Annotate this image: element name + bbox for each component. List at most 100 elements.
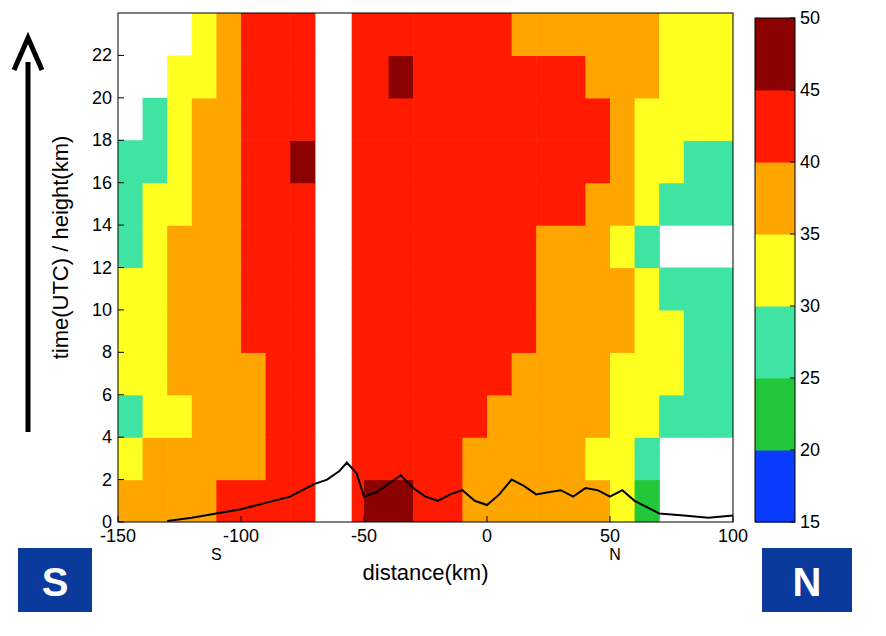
x-tick bbox=[241, 516, 242, 522]
plot-area bbox=[118, 13, 733, 522]
y-tick-label: 12 bbox=[92, 258, 112, 278]
colorbar-label: 35 bbox=[800, 224, 820, 244]
cell bbox=[684, 140, 709, 183]
y-tick-label: 14 bbox=[92, 215, 112, 235]
cell bbox=[487, 98, 512, 141]
cell bbox=[413, 98, 438, 141]
cell bbox=[118, 140, 143, 183]
y-tick-label: 0 bbox=[102, 512, 112, 532]
y-tick-label: 4 bbox=[102, 427, 112, 447]
cell bbox=[413, 183, 438, 226]
y-tick bbox=[118, 267, 124, 268]
cell bbox=[192, 352, 217, 395]
cell bbox=[536, 225, 561, 268]
cell bbox=[192, 225, 217, 268]
cell bbox=[438, 480, 463, 522]
y-tick-label: 16 bbox=[92, 173, 112, 193]
cell bbox=[118, 268, 143, 311]
x-tick-label: -50 bbox=[351, 526, 377, 546]
cell bbox=[438, 352, 463, 395]
cell bbox=[352, 310, 365, 353]
cell bbox=[216, 98, 241, 141]
cell bbox=[536, 480, 561, 522]
cell bbox=[216, 183, 241, 226]
cell bbox=[192, 310, 217, 353]
colorbar-label: 50 bbox=[800, 8, 820, 28]
cell bbox=[389, 183, 414, 226]
x-tick bbox=[733, 516, 734, 522]
cell bbox=[659, 310, 684, 353]
cell bbox=[684, 395, 709, 438]
cell bbox=[536, 98, 561, 141]
cell bbox=[635, 140, 660, 183]
cell bbox=[389, 98, 414, 141]
arrow-head bbox=[14, 38, 42, 70]
cell bbox=[118, 310, 143, 353]
cell bbox=[659, 140, 684, 183]
cell bbox=[610, 437, 635, 480]
colorbar-label: 40 bbox=[800, 152, 820, 172]
cell bbox=[684, 352, 709, 395]
y-tick-label: 10 bbox=[92, 300, 112, 320]
arrow-shaft bbox=[26, 62, 31, 432]
y-tick-label: 8 bbox=[102, 342, 112, 362]
cell bbox=[610, 480, 635, 522]
cell bbox=[364, 183, 389, 226]
cell bbox=[413, 13, 438, 56]
cell bbox=[462, 352, 487, 395]
cell bbox=[192, 183, 217, 226]
cell bbox=[389, 55, 414, 98]
colorbar-label: 15 bbox=[800, 512, 820, 532]
cell bbox=[487, 55, 512, 98]
cell bbox=[585, 55, 610, 98]
cell bbox=[512, 225, 537, 268]
cell bbox=[487, 310, 512, 353]
corner-label: N bbox=[793, 560, 822, 604]
colorbar-tick bbox=[790, 378, 795, 379]
cell bbox=[487, 183, 512, 226]
cell bbox=[708, 310, 733, 353]
cell bbox=[364, 310, 389, 353]
cell bbox=[167, 437, 192, 480]
cell bbox=[610, 225, 635, 268]
cell bbox=[438, 13, 463, 56]
cell bbox=[708, 183, 733, 226]
cell bbox=[118, 437, 143, 480]
cell bbox=[585, 183, 610, 226]
cell bbox=[487, 268, 512, 311]
cell bbox=[585, 13, 610, 56]
cell bbox=[216, 310, 241, 353]
cell bbox=[487, 395, 512, 438]
cell bbox=[413, 140, 438, 183]
cell bbox=[143, 480, 168, 522]
cell bbox=[352, 13, 365, 56]
cell bbox=[216, 352, 241, 395]
cell bbox=[241, 225, 266, 268]
cell bbox=[192, 268, 217, 311]
cell bbox=[241, 13, 266, 56]
colorbar-tick bbox=[790, 234, 795, 235]
cell bbox=[561, 437, 586, 480]
cell bbox=[487, 352, 512, 395]
cell bbox=[561, 55, 586, 98]
cell bbox=[290, 395, 315, 438]
y-tick bbox=[118, 522, 124, 523]
cell bbox=[241, 268, 266, 311]
cell bbox=[462, 225, 487, 268]
cell bbox=[635, 183, 660, 226]
y-tick bbox=[118, 352, 124, 353]
colorbar-tick bbox=[790, 90, 795, 91]
cell bbox=[266, 183, 291, 226]
colorbar-label: 20 bbox=[800, 440, 820, 460]
cell bbox=[290, 183, 315, 226]
cell bbox=[536, 13, 561, 56]
cell bbox=[352, 98, 365, 141]
colorbar-tick bbox=[790, 522, 795, 523]
cell bbox=[290, 268, 315, 311]
cell bbox=[413, 352, 438, 395]
cell bbox=[352, 268, 365, 311]
colorbar-swatch bbox=[755, 450, 795, 523]
cell bbox=[684, 55, 709, 98]
cell bbox=[561, 183, 586, 226]
y-tick-label: 6 bbox=[102, 385, 112, 405]
